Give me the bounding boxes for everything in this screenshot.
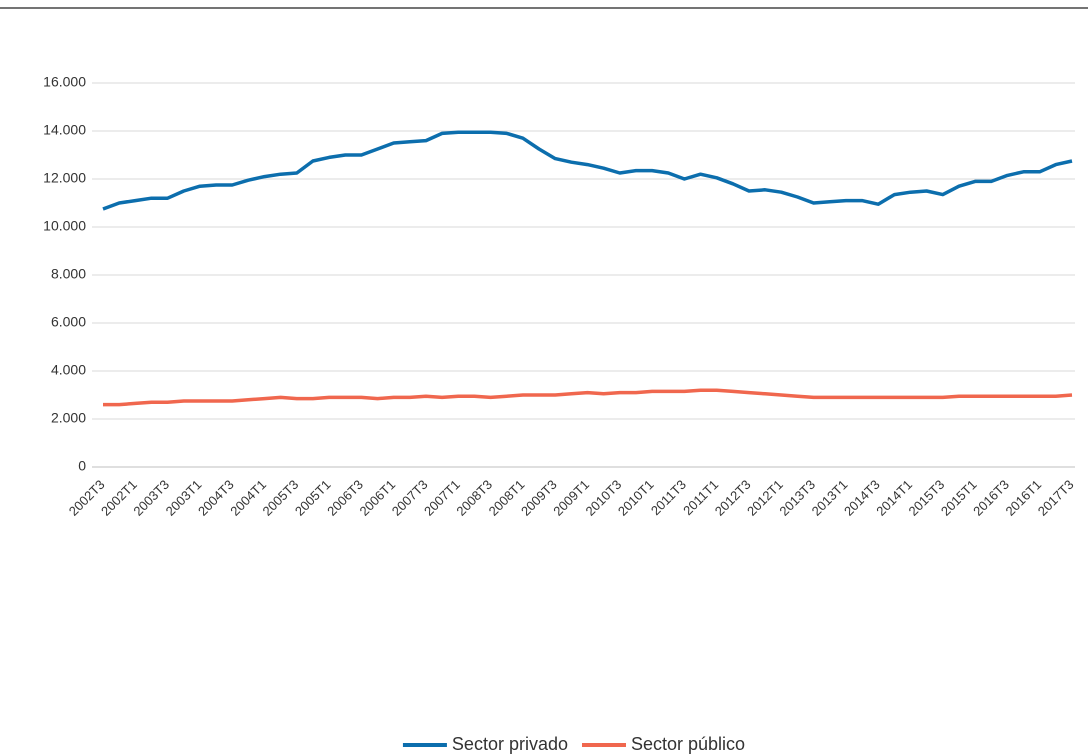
series-line [102,130,1073,211]
y-tick-label: 8.000 [51,266,86,282]
y-tick-label: 6.000 [51,314,86,330]
y-tick-label: 2.000 [51,410,86,426]
y-tick-label: 12.000 [43,170,86,186]
y-tick-label: 0 [78,458,86,474]
series-line [103,388,1073,407]
legend-label: Sector privado [452,734,568,754]
y-tick-label: 16.000 [43,74,86,90]
y-tick-label: 10.000 [43,218,86,234]
legend-label: Sector público [631,734,745,754]
x-tick-label: 2017T3 [1035,477,1077,519]
y-tick-label: 4.000 [51,362,86,378]
x-tick-label: 2011T3 [648,477,689,518]
x-tick-label: 2010T1 [615,477,657,519]
y-tick-label: 14.000 [43,122,86,138]
